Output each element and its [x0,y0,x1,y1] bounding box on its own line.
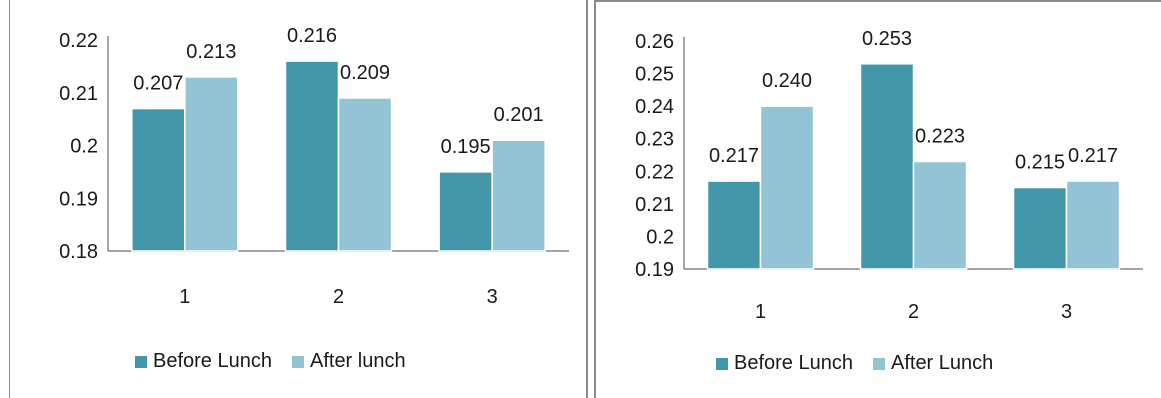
y-tick-label: 0.19 [635,259,674,281]
legend-swatch-after [291,355,304,368]
legend-item-before: Before Lunch [135,350,272,373]
data-label: 0.223 [915,126,965,148]
y-tick-label: 0.2 [646,226,674,248]
bar-after-lunch [759,105,815,270]
right-bar-chart: 0.190.20.210.220.230.240.250.2610.2170.2… [635,28,1143,323]
bar-after-lunch [491,139,546,252]
legend-label-before: Before Lunch [153,350,272,372]
left-bar-chart: 0.180.190.20.210.2210.2070.21320.2160.20… [59,25,569,308]
legend-swatch-before [135,355,147,368]
data-label: 0.209 [340,62,390,84]
y-tick-label: 0.23 [635,129,674,151]
left-chart-panel: 0.18 0.19 0.2 0.21 0.22 1 0.207 0.213 2 0.216 0.20… [9,0,588,398]
legend-label-before: Before Lunch [734,352,853,374]
data-label: 0.217 [709,145,759,167]
y-tick-label: 0.18 [59,241,98,263]
data-label: 0.215 [1015,152,1065,174]
x-tick-label: 3 [1061,301,1072,323]
y-tick-label: 0.22 [635,161,674,183]
right-chart-legend: Before Lunch After Lunch [716,352,993,375]
data-label: 0.253 [862,28,912,50]
y-tick-label: 0.2 [70,136,98,158]
legend-item-after: After lunch [291,350,406,373]
y-tick-label: 0.25 [635,64,674,86]
x-tick-label: 1 [755,301,766,323]
bar-after-lunch [1065,180,1121,270]
legend-item-before: Before Lunch [716,352,853,375]
right-chart-panel: 0.19 0.2 0.21 0.22 0.23 0.24 0.25 0.26 1 0.217 0.2… [594,0,1161,398]
bar-before-lunch [131,107,186,252]
y-tick-label: 0.19 [59,188,98,210]
bar-before-lunch [438,171,493,252]
data-label: 0.201 [494,104,544,126]
data-label: 0.213 [186,41,236,63]
data-label: 0.207 [133,73,183,95]
y-tick-label: 0.22 [59,30,98,52]
y-tick-label: 0.21 [59,83,98,105]
data-label: 0.195 [441,136,491,158]
x-tick-label: 2 [333,286,344,308]
data-label: 0.240 [762,70,812,92]
legend-label-after: After lunch [309,350,406,372]
x-tick-label: 2 [908,301,919,323]
data-label: 0.217 [1068,145,1118,167]
bar-after-lunch [912,160,968,270]
bar-before-lunch [1012,186,1068,270]
bar-before-lunch [859,63,915,270]
x-tick-label: 1 [179,286,190,308]
legend-item-after: After Lunch [872,352,994,375]
y-tick-label: 0.24 [635,96,674,118]
left-chart-legend: Before Lunch After lunch [135,350,406,373]
bar-after-lunch [337,97,393,252]
bar-after-lunch [184,76,239,252]
y-tick-label: 0.26 [635,31,674,53]
bar-before-lunch [706,180,762,270]
legend-swatch-before [716,357,728,370]
legend-swatch-after [872,357,885,370]
data-label: 0.216 [287,25,337,47]
legend-label-after: After Lunch [890,352,994,374]
bar-before-lunch [284,60,340,252]
y-tick-label: 0.21 [635,194,674,216]
x-tick-label: 3 [487,286,498,308]
